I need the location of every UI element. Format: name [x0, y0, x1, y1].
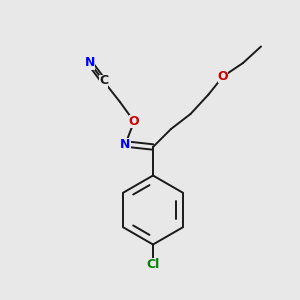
Text: N: N — [85, 56, 95, 70]
Text: Cl: Cl — [146, 257, 160, 271]
Text: C: C — [99, 74, 108, 88]
Text: N: N — [120, 137, 130, 151]
Text: O: O — [218, 70, 228, 83]
Text: O: O — [129, 115, 140, 128]
